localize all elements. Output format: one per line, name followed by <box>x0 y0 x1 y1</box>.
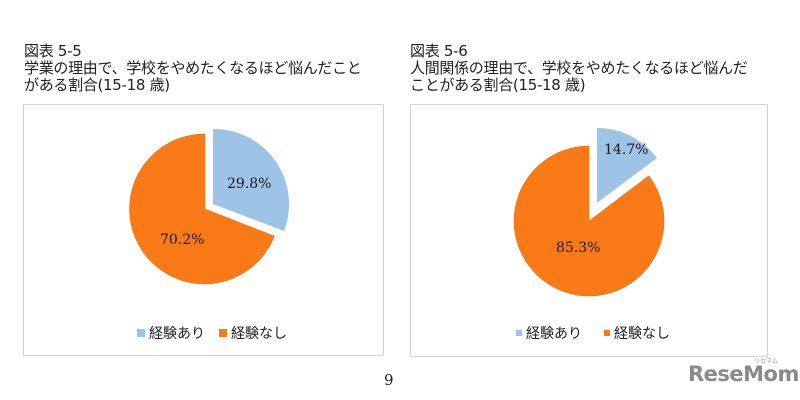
slice-label-no: 70.2% <box>160 232 204 248</box>
figure-caption-line: 人間関係の理由で、学校をやめたくなるほど悩んだ <box>410 59 748 77</box>
pie-slice-no-experience <box>129 133 275 285</box>
legend-swatch-orange <box>604 330 610 336</box>
logo-ruby: リセマム <box>754 358 779 365</box>
pie-svg: 29.8% 70.2% <box>129 128 290 285</box>
legend-swatch-blue <box>137 329 145 337</box>
chart-title-5-5: 図表 5-5 学業の理由で、学校をやめたくなるほど悩んだこと がある割合(15-… <box>24 43 362 94</box>
resemom-logo: ReseMom リセマム <box>688 358 799 386</box>
chart-legend: 経験あり 経験なし <box>516 323 680 343</box>
legend-swatch-orange <box>219 329 227 337</box>
pie-chart-5-6: 14.7% 85.3% 経験あり 経験なし <box>410 104 768 357</box>
legend-label-no: 経験なし <box>231 326 287 342</box>
slice-label-yes: 29.8% <box>227 176 271 192</box>
chart-title-5-6: 図表 5-6 人間関係の理由で、学校をやめたくなるほど悩んだ ことがある割合(1… <box>410 43 748 94</box>
figure-caption-line: がある割合(15-18 歳) <box>24 76 170 94</box>
figure-caption-line: ことがある割合(15-18 歳) <box>410 76 586 94</box>
figure-number: 図表 5-5 <box>24 42 82 60</box>
legend-label-yes: 経験あり <box>149 326 205 342</box>
legend-swatch-blue <box>516 330 522 336</box>
page-number: 9 <box>384 371 394 389</box>
logo-text: ReseMom <box>688 362 799 386</box>
pie-chart-5-5: 29.8% 70.2% 経験あり 経験なし <box>23 104 384 356</box>
chart-legend: 経験あり 経験なし <box>137 323 297 343</box>
legend-label-no: 経験なし <box>614 326 670 342</box>
pie-slice-experience <box>213 128 290 231</box>
pie-slice-experience <box>597 128 657 203</box>
slice-label-yes: 14.7% <box>604 142 648 158</box>
figure-number: 図表 5-6 <box>410 42 468 60</box>
legend-label-yes: 経験あり <box>526 326 582 342</box>
slice-label-no: 85.3% <box>556 240 600 256</box>
pie-slice-no-experience <box>513 145 665 297</box>
figure-caption-line: 学業の理由で、学校をやめたくなるほど悩んだこと <box>24 59 362 77</box>
pie-svg: 14.7% 85.3% <box>513 128 665 297</box>
